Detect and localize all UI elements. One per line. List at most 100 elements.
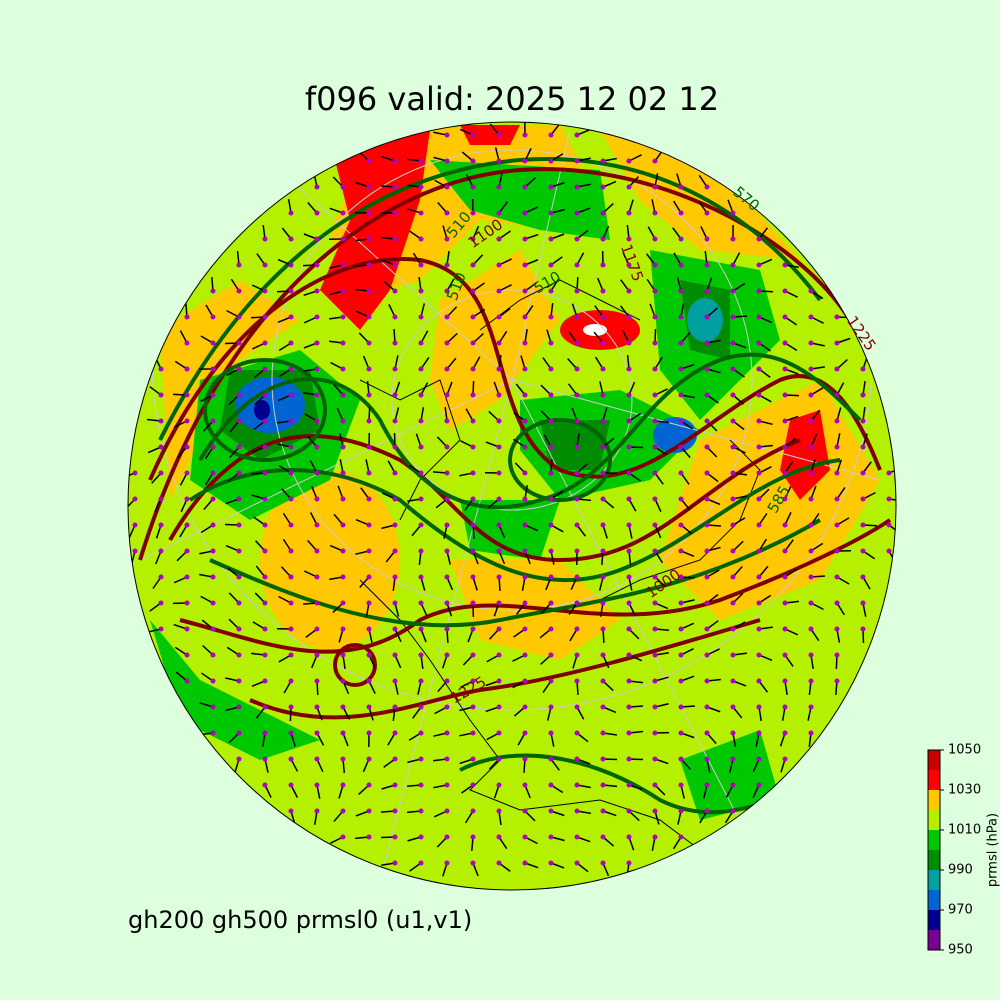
wind-barb-dot bbox=[366, 366, 372, 372]
wind-barb-dot bbox=[756, 418, 762, 424]
wind-barb-dot bbox=[730, 574, 736, 580]
wind-barb-dot bbox=[470, 808, 476, 814]
wind-barb-dot bbox=[418, 392, 424, 398]
wind-barb-dot bbox=[444, 392, 450, 398]
wind-barb-dot bbox=[574, 548, 580, 554]
wind-barb-dot bbox=[704, 626, 710, 632]
wind-barb-dot bbox=[340, 418, 346, 424]
wind-barb-dot bbox=[392, 626, 398, 632]
wind-barb-dot bbox=[496, 158, 502, 164]
wind-barb-dot bbox=[392, 782, 398, 788]
wind-barb-dot bbox=[600, 652, 606, 658]
wind-barb-dot bbox=[496, 184, 502, 190]
wind-barb-dot bbox=[418, 288, 424, 294]
wind-barb-dot bbox=[522, 184, 528, 190]
wind-barb-dot bbox=[548, 626, 554, 632]
wind-barb-dot bbox=[340, 288, 346, 294]
wind-barb-dot bbox=[340, 262, 346, 268]
wind-barb-dot bbox=[470, 366, 476, 372]
wind-barb-dot bbox=[132, 548, 138, 554]
wind-barb-dot bbox=[158, 418, 164, 424]
wind-barb-dot bbox=[678, 756, 684, 762]
wind-barb-dot bbox=[730, 730, 736, 736]
wind-barb-dot bbox=[158, 626, 164, 632]
wind-barb-dot bbox=[262, 314, 268, 320]
wind-barb-dot bbox=[392, 730, 398, 736]
wind-barb-dot bbox=[288, 522, 294, 528]
wind-barb-dot bbox=[834, 418, 840, 424]
wind-barb-dot bbox=[704, 522, 710, 528]
wind-barb-dot bbox=[470, 392, 476, 398]
wind-barb-dot bbox=[678, 288, 684, 294]
wind-barb-dot bbox=[782, 444, 788, 450]
wind-barb-dot bbox=[626, 210, 632, 216]
wind-barb-dot bbox=[626, 366, 632, 372]
wind-barb-dot bbox=[652, 288, 658, 294]
colorbar: 950 970 990 1010 1030 1050 bbox=[927, 743, 981, 958]
wind-barb-dot bbox=[626, 314, 632, 320]
wind-barb-dot bbox=[496, 392, 502, 398]
wind-barb-dot bbox=[392, 860, 398, 866]
wind-barb-dot bbox=[444, 574, 450, 580]
wind-barb-dot bbox=[652, 340, 658, 346]
wind-barb-dot bbox=[236, 574, 242, 580]
wind-barb-dot bbox=[236, 496, 242, 502]
wind-barb-dot bbox=[782, 626, 788, 632]
wind-barb-dot bbox=[262, 652, 268, 658]
wind-barb-dot bbox=[574, 236, 580, 242]
wind-barb-dot bbox=[210, 418, 216, 424]
wind-barb-dot bbox=[678, 184, 684, 190]
wind-barb-dot bbox=[262, 574, 268, 580]
wind-barb-dot bbox=[574, 834, 580, 840]
wind-barb-dot bbox=[444, 522, 450, 528]
wind-barb-dot bbox=[704, 288, 710, 294]
wind-barb-dot bbox=[574, 184, 580, 190]
wind-barb-dot bbox=[704, 652, 710, 658]
wind-barb-dot bbox=[548, 548, 554, 554]
wind-barb-dot bbox=[678, 782, 684, 788]
wind-barb-dot bbox=[600, 444, 606, 450]
wind-barb-dot bbox=[730, 678, 736, 684]
wind-barb-dot bbox=[262, 756, 268, 762]
wind-barb-dot bbox=[496, 444, 502, 450]
wind-barb-dot bbox=[236, 678, 242, 684]
wind-barb-dot bbox=[470, 444, 476, 450]
wind-barb-dot bbox=[236, 470, 242, 476]
wind-barb-dot bbox=[626, 158, 632, 164]
colorbar-tick-label: 1030 bbox=[948, 783, 981, 798]
wind-barb-dot bbox=[834, 366, 840, 372]
wind-barb-dot bbox=[496, 314, 502, 320]
wind-barb-dot bbox=[834, 678, 840, 684]
wind-barb-dot bbox=[808, 392, 814, 398]
wind-barb-dot bbox=[756, 236, 762, 242]
wind-barb-dot bbox=[210, 652, 216, 658]
wind-barb-dot bbox=[314, 444, 320, 450]
wind-barb-dot bbox=[236, 366, 242, 372]
wind-barb-dot bbox=[652, 756, 658, 762]
wind-barb-dot bbox=[626, 392, 632, 398]
wind-barb-dot bbox=[496, 470, 502, 476]
wind-barb-dot bbox=[418, 444, 424, 450]
wind-barb-dot bbox=[418, 236, 424, 242]
wind-barb-dot bbox=[158, 392, 164, 398]
wind-barb-dot bbox=[340, 808, 346, 814]
wind-barb-dot bbox=[288, 236, 294, 242]
wind-barb-dot bbox=[652, 730, 658, 736]
wind-barb-dot bbox=[626, 652, 632, 658]
wind-barb-dot bbox=[652, 782, 658, 788]
wind-barb-dot bbox=[184, 470, 190, 476]
wind-barb-dot bbox=[444, 860, 450, 866]
wind-barb-dot bbox=[392, 548, 398, 554]
wind-barb-dot bbox=[548, 756, 554, 762]
wind-barb-dot bbox=[262, 522, 268, 528]
wind-barb-dot bbox=[418, 704, 424, 710]
wind-barb-dot bbox=[366, 158, 372, 164]
wind-barb-dot bbox=[392, 574, 398, 580]
wind-barb-dot bbox=[496, 418, 502, 424]
wind-barb-dot bbox=[730, 626, 736, 632]
wind-barb-dot bbox=[392, 184, 398, 190]
wind-barb-dot bbox=[158, 444, 164, 450]
colorbar-segment bbox=[928, 870, 940, 890]
wind-barb-dot bbox=[158, 366, 164, 372]
wind-barb-dot bbox=[522, 860, 528, 866]
